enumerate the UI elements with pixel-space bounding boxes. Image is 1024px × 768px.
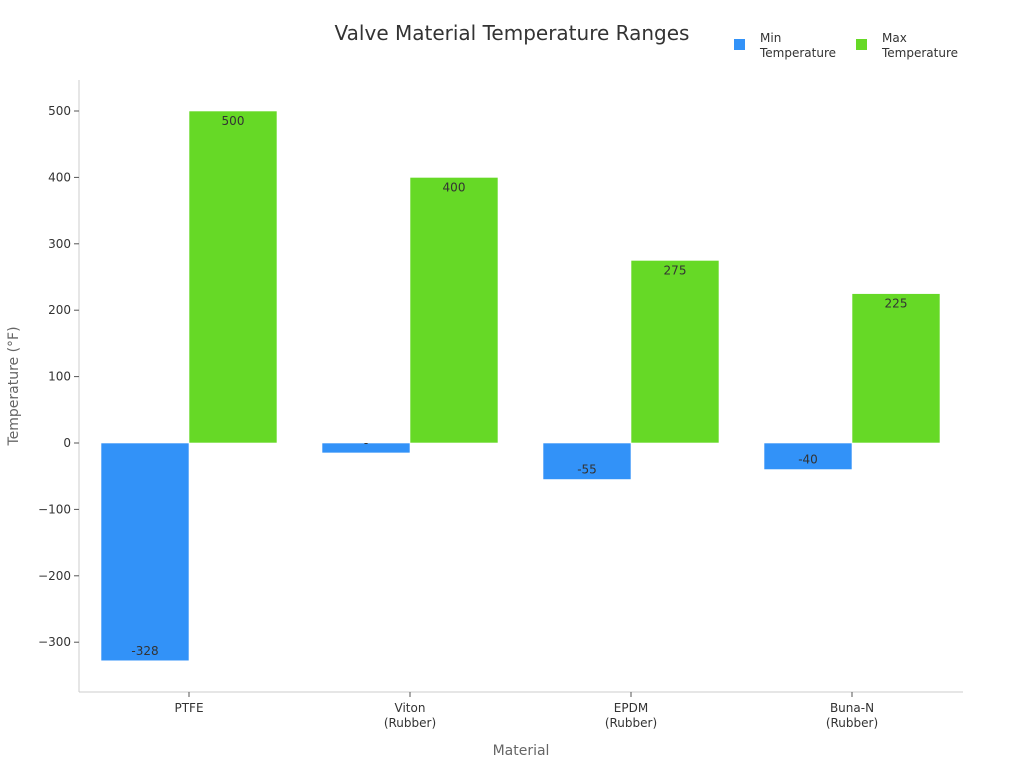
y-tick-label: −300 — [38, 635, 71, 649]
data-label-max-0: 500 — [222, 114, 245, 128]
legend-label-line: Max — [882, 31, 907, 45]
legend-label-line: Temperature — [881, 46, 958, 60]
bar-min-1 — [321, 442, 411, 454]
y-axis-title: Temperature (°F) — [6, 326, 22, 446]
x-tick-label-line: Buna-N — [830, 701, 874, 715]
x-axis-title: Material — [493, 743, 550, 759]
data-label-min-0: -328 — [131, 644, 158, 658]
data-label-max-1: 400 — [443, 180, 466, 194]
legend-label-line: Temperature — [759, 46, 836, 60]
y-tick-label: 0 — [63, 436, 71, 450]
x-tick-label: PTFE — [174, 701, 203, 715]
y-tick-label: −200 — [38, 569, 71, 583]
y-tick-label: −100 — [38, 502, 71, 516]
x-tick-label-line: (Rubber) — [605, 716, 657, 730]
data-label-max-3: 225 — [885, 297, 908, 311]
chart-title: Valve Material Temperature Ranges — [335, 21, 690, 45]
legend-label-max: Max Temperature — [881, 31, 958, 60]
legend-label-min: Min Temperature — [759, 31, 836, 60]
bar-max-0 — [188, 110, 278, 444]
data-label-max-2: 275 — [664, 263, 687, 277]
data-label-min-2: -55 — [577, 463, 597, 477]
bar-max-3 — [851, 293, 941, 444]
data-label-min-3: -40 — [798, 453, 818, 467]
bar-max-1 — [409, 177, 499, 444]
x-tick-label-line: (Rubber) — [826, 716, 878, 730]
y-tick-label: 300 — [48, 237, 71, 251]
y-tick-label: 400 — [48, 170, 71, 184]
legend-swatch-min — [734, 39, 745, 50]
y-tick-label: 100 — [48, 370, 71, 384]
x-tick-label-line: Viton — [395, 701, 426, 715]
x-axis-ticks: PTFE Viton (Rubber)EPDM (Rubber)Buna-N (Rubb… — [174, 692, 878, 730]
y-tick-label: 500 — [48, 104, 71, 118]
bar-min-3 — [763, 442, 853, 470]
bars — [100, 110, 941, 662]
x-tick-label: Buna-N (Rubber) — [826, 701, 878, 730]
bar-min-2 — [542, 442, 632, 480]
y-axis-ticks: −300 −200 −100 0 100 200 300 400 500 — [38, 104, 79, 649]
x-tick-label-line: (Rubber) — [384, 716, 436, 730]
legend-label-line: Min — [760, 31, 781, 45]
data-label-min-1: - — [364, 436, 368, 450]
bar-max-2 — [630, 260, 720, 444]
legend-swatch-max — [856, 39, 867, 50]
x-tick-label-line: EPDM — [614, 701, 648, 715]
x-tick-label-line: PTFE — [174, 701, 203, 715]
bar-min-0 — [100, 442, 190, 662]
x-tick-label: EPDM (Rubber) — [605, 701, 657, 730]
y-tick-label: 200 — [48, 303, 71, 317]
bar-data-labels: -328 500 - 400 -55 275 -40 225 — [131, 114, 907, 658]
x-tick-label: Viton (Rubber) — [384, 701, 436, 730]
